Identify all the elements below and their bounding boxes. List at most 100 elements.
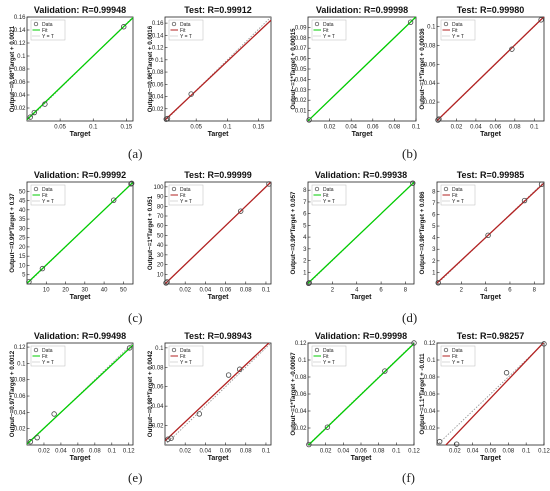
x-tick-label: 0.08 — [509, 125, 521, 131]
y-tick-label: 0.06 — [424, 62, 436, 68]
legend-data-marker — [443, 21, 449, 27]
y-tick-label: 0.09 — [295, 25, 307, 31]
y-tick-label: 0.14 — [14, 28, 26, 34]
x-tick-label: 0.1 — [262, 288, 271, 294]
y-tick-label: 0.06 — [424, 392, 436, 398]
y-tick-label: 0.07 — [295, 46, 307, 52]
data-point — [541, 341, 547, 347]
y-tick-label: 30 — [19, 226, 26, 232]
data-point — [411, 340, 417, 346]
y-tick-label: 0.1 — [155, 346, 164, 352]
y-tick-label: 6 — [432, 212, 436, 218]
x-tick-label: 0.12 — [408, 449, 420, 455]
legend-fit-label: Fit — [323, 354, 329, 360]
y-tick-label: 0.08 — [152, 70, 164, 76]
legend-box — [30, 345, 66, 367]
legend-identity-label: Y = T — [180, 34, 192, 40]
x-axis-label: Target — [351, 294, 373, 301]
y-tick-label: 0.06 — [295, 57, 307, 63]
y-tick-label: 0.08 — [152, 365, 164, 371]
x-tick-label: 0.02 — [179, 288, 191, 294]
panel-1: 0.05 0.1 0.15 0.02 0.04 0.06 0.08 0.1 0.12 0.14 0.… — [9, 5, 134, 138]
chart-title: Validation: R=0.99998 — [315, 331, 407, 341]
legend-identity-label: Y = T — [180, 360, 192, 366]
y-axis-label: Output~=1*Target + 0.051 — [147, 195, 154, 270]
y-tick-label: 0.04 — [424, 81, 436, 87]
y-tick-label: 5 — [303, 223, 307, 229]
y-tick-label: 0.08 — [295, 375, 307, 381]
y-tick-label: 6 — [303, 212, 307, 218]
legend-fit-label: Fit — [42, 193, 48, 199]
legend-identity-label: Y = T — [42, 199, 54, 205]
x-axis-label: Target — [480, 131, 502, 138]
y-tick-label: 20 — [157, 263, 164, 269]
x-tick-label: 0.04 — [200, 449, 212, 455]
caption-e: (e) — [128, 470, 143, 485]
legend-box — [30, 184, 66, 206]
legend-identity-label: Y = T — [452, 360, 464, 366]
x-tick-label: 0.08 — [240, 449, 252, 455]
x-tick-label: 20 — [62, 288, 69, 294]
y-tick-label: 0.1 — [17, 54, 26, 60]
legend-data-marker — [171, 186, 177, 192]
legend-fit-label: Fit — [42, 28, 48, 34]
y-tick-label: 0.08 — [14, 67, 26, 73]
y-axis-label: Output~=0.99*Target + 0.37 — [9, 193, 16, 273]
fit-line — [165, 343, 270, 442]
y-axis-label: Output~=1.1*Target + -0.011 — [419, 353, 426, 435]
y-tick-label: 30 — [157, 253, 164, 259]
legend-data-label: Data — [42, 187, 53, 193]
y-axis-label: Output~=0.96*Target + 0.0016 — [147, 25, 154, 112]
legend-data-marker — [443, 186, 449, 192]
x-tick-label: 0.15 — [121, 125, 133, 131]
legend-data-label: Data — [452, 22, 463, 28]
y-tick-label: 0.06 — [152, 385, 164, 391]
data-point — [237, 366, 243, 372]
x-axis-label: Target — [208, 131, 230, 138]
x-tick-label: 0.06 — [490, 125, 502, 131]
data-point — [42, 101, 48, 107]
y-tick-label: 0.06 — [14, 394, 26, 400]
data-point — [453, 441, 460, 447]
legend-data-marker — [171, 347, 177, 353]
y-tick-label: 8 — [432, 189, 436, 195]
chart-title: Validation: R=0.99948 — [34, 5, 126, 15]
y-tick-label: 0.12 — [424, 341, 436, 347]
legend-box — [440, 345, 476, 367]
x-tick-label: 0.02 — [324, 125, 336, 131]
legend-identity-label: Y = T — [42, 34, 54, 40]
legend-box — [168, 19, 204, 41]
panel-7: 2 4 6 8 1 2 3 4 5 6 7 8 Validation: R=0.99938 Target O… — [290, 170, 416, 301]
x-tick-label: 0.04 — [200, 288, 212, 294]
data-point — [435, 117, 441, 123]
y-tick-label: 0.12 — [14, 41, 26, 47]
legend-data-marker — [33, 186, 39, 192]
x-tick-label: 8 — [533, 288, 537, 294]
fit-line — [308, 182, 414, 284]
x-tick-label: 0.08 — [373, 449, 385, 455]
legend-box — [440, 184, 476, 206]
y-tick-label: 2 — [303, 259, 307, 265]
panel-9: 0.02 0.04 0.06 0.08 0.1 0.12 0.02 0.04 0.06 0.08 0… — [9, 331, 135, 462]
x-tick-label: 0.05 — [54, 125, 66, 131]
x-tick-label: 0.02 — [38, 449, 50, 455]
data-point — [126, 345, 133, 351]
panel-8: 2 4 6 8 1 2 3 4 5 6 7 8 Test: R=0.99985 Target Output~… — [419, 170, 545, 301]
x-tick-label: 50 — [120, 288, 127, 294]
legend-data-marker — [171, 21, 177, 27]
legend-box — [311, 345, 347, 367]
chart-title: Test: R=0.98943 — [184, 331, 252, 341]
y-axis-label: Output~=0.98*Target + 0.0042 — [147, 350, 154, 437]
legend-fit-label: Fit — [452, 28, 458, 34]
x-axis-label: Target — [352, 131, 374, 138]
data-point — [266, 181, 272, 187]
data-point — [410, 180, 416, 186]
data-point — [26, 279, 32, 285]
legend-data-label: Data — [452, 187, 463, 193]
y-tick-label: 0.06 — [14, 80, 26, 86]
data-point — [128, 180, 135, 186]
x-tick-label: 0.12 — [538, 449, 550, 455]
caption-d: (d) — [402, 310, 418, 325]
y-tick-label: 0.16 — [14, 15, 26, 21]
